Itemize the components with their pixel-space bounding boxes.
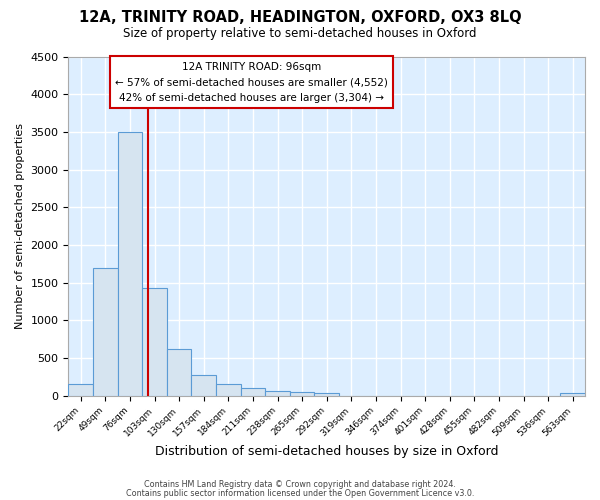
Bar xyxy=(265,391,290,396)
Text: 12A TRINITY ROAD: 96sqm
← 57% of semi-detached houses are smaller (4,552)
42% of: 12A TRINITY ROAD: 96sqm ← 57% of semi-de… xyxy=(115,62,388,103)
Text: 12A, TRINITY ROAD, HEADINGTON, OXFORD, OX3 8LQ: 12A, TRINITY ROAD, HEADINGTON, OXFORD, O… xyxy=(79,10,521,25)
Bar xyxy=(560,392,585,396)
Bar xyxy=(118,132,142,396)
Bar xyxy=(142,288,167,396)
Bar xyxy=(216,384,241,396)
Text: Contains HM Land Registry data © Crown copyright and database right 2024.: Contains HM Land Registry data © Crown c… xyxy=(144,480,456,489)
Text: Size of property relative to semi-detached houses in Oxford: Size of property relative to semi-detach… xyxy=(123,28,477,40)
Bar xyxy=(167,349,191,396)
Bar xyxy=(93,268,118,396)
Bar xyxy=(314,392,339,396)
Bar xyxy=(290,392,314,396)
X-axis label: Distribution of semi-detached houses by size in Oxford: Distribution of semi-detached houses by … xyxy=(155,444,499,458)
Bar xyxy=(68,384,93,396)
Y-axis label: Number of semi-detached properties: Number of semi-detached properties xyxy=(15,123,25,329)
Bar xyxy=(241,388,265,396)
Bar xyxy=(191,376,216,396)
Text: Contains public sector information licensed under the Open Government Licence v3: Contains public sector information licen… xyxy=(126,488,474,498)
